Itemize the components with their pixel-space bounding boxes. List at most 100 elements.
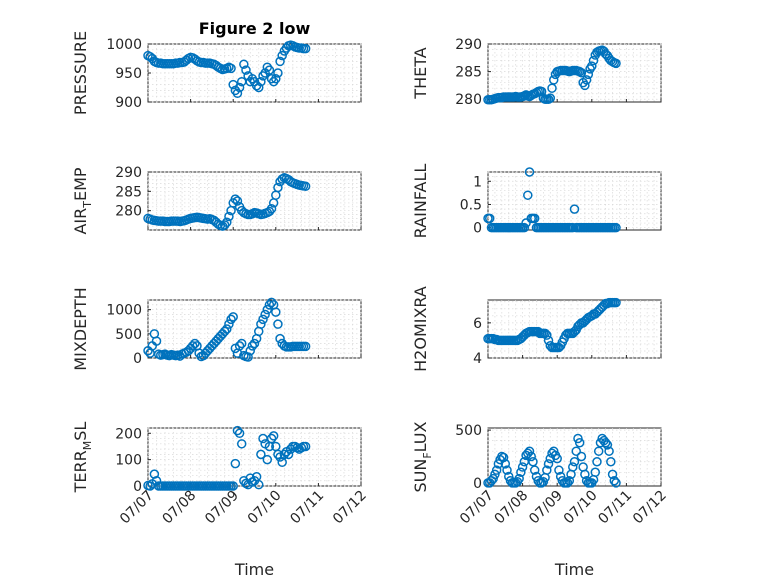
y-axis-label: TERRMSL: [71, 422, 94, 494]
data-point: [569, 456, 580, 467]
data-point: [543, 94, 554, 104]
data-point: [228, 312, 238, 322]
data-point: [493, 459, 504, 469]
data-point: [529, 213, 540, 224]
data-point: [224, 211, 234, 222]
data-point: [611, 297, 621, 308]
y-tick-label: 280: [455, 92, 482, 108]
data-point: [521, 218, 531, 228]
data-point: [564, 475, 575, 486]
data-point: [230, 458, 241, 469]
y-tick-label: 0: [473, 476, 482, 492]
data-point: [262, 304, 273, 315]
data-point: [275, 56, 285, 67]
y-tick-label: 1000: [106, 303, 142, 319]
data-point: [498, 452, 509, 463]
x-tick-label: 07/09: [526, 488, 566, 528]
y-tick-label: 0.5: [460, 197, 482, 213]
data-point: [573, 433, 583, 444]
data-point: [273, 319, 283, 329]
data-point: [580, 80, 590, 91]
y-tick-label: 0: [473, 221, 482, 237]
y-tick-label: 1000: [106, 37, 142, 53]
y-tick-label: 500: [115, 327, 142, 343]
data-point: [548, 446, 559, 456]
y-tick-label: 950: [115, 66, 142, 82]
data-point: [243, 352, 253, 362]
data-point: [514, 473, 524, 484]
x-tick-label: 07/10: [561, 488, 601, 528]
data-point: [300, 441, 311, 452]
data-point: [300, 43, 311, 54]
data-point: [190, 338, 200, 349]
data-point: [526, 451, 536, 462]
data-point: [611, 478, 621, 488]
y-axis-label: THETA: [411, 47, 430, 99]
data-point: [219, 220, 230, 230]
data-point: [271, 307, 281, 317]
data-point: [296, 443, 307, 453]
data-point: [600, 438, 611, 448]
data-point: [245, 346, 255, 356]
data-point: [266, 203, 277, 214]
data-point: [580, 469, 590, 480]
data-point: [606, 456, 616, 467]
data-point: [519, 222, 530, 233]
data-point: [607, 469, 618, 480]
data-point: [602, 440, 613, 450]
data-point: [254, 479, 264, 490]
y-tick-label: 500: [455, 423, 482, 439]
y-tick-label: 280: [115, 204, 142, 220]
data-point: [187, 341, 198, 351]
chart-title: Figure 2 low: [199, 19, 311, 38]
data-point: [574, 438, 585, 448]
x-tick-label: 07/07: [457, 488, 497, 528]
data-point: [232, 88, 243, 99]
data-point: [232, 425, 243, 436]
data-point: [149, 469, 160, 479]
y-tick-label: 1: [473, 174, 482, 190]
data-point: [236, 439, 247, 449]
subplot-6: 4 6 H2OMIXRA: [411, 286, 662, 372]
data-point: [226, 63, 236, 74]
data-point: [523, 190, 533, 200]
data-point: [502, 465, 512, 475]
data-point: [581, 75, 592, 85]
y-tick-label: 290: [455, 37, 482, 53]
data-point: [548, 75, 559, 85]
y-axis-label: H2OMIXRA: [411, 286, 430, 372]
data-point: [228, 481, 238, 491]
data-point: [230, 194, 241, 204]
data-point: [590, 467, 601, 478]
data-point: [256, 319, 266, 329]
axes-box: [487, 171, 662, 231]
data-point: [536, 86, 547, 97]
data-point: [545, 93, 556, 103]
data-point: [275, 333, 285, 344]
y-tick-label: 0: [133, 479, 142, 495]
data-point: [576, 451, 587, 462]
data-point: [554, 465, 564, 475]
y-tick-label: 100: [115, 453, 142, 469]
x-tick-label: 07/11: [287, 488, 327, 528]
data-point: [234, 341, 245, 351]
y-tick-label: 285: [115, 184, 142, 200]
data-point: [256, 449, 266, 460]
data-point: [264, 300, 275, 310]
x-axis-label: Time: [554, 560, 594, 579]
data-point: [241, 65, 251, 75]
x-tick-label: 07/12: [330, 488, 370, 528]
subplot-5: 0 500 1000 MIXDEPTH: [71, 287, 362, 371]
data-point: [592, 456, 602, 467]
data-point: [552, 453, 562, 464]
subplot-1: 900 950 1000 PRESSURE Figure 2 low: [71, 19, 362, 115]
y-axis-label: SUNFLUX: [411, 421, 434, 492]
data-point: [283, 449, 294, 460]
data-point: [151, 336, 162, 346]
data-point: [528, 456, 538, 467]
data-point: [239, 59, 249, 70]
x-tick-label: 07/12: [630, 488, 670, 528]
data-point: [538, 477, 549, 487]
